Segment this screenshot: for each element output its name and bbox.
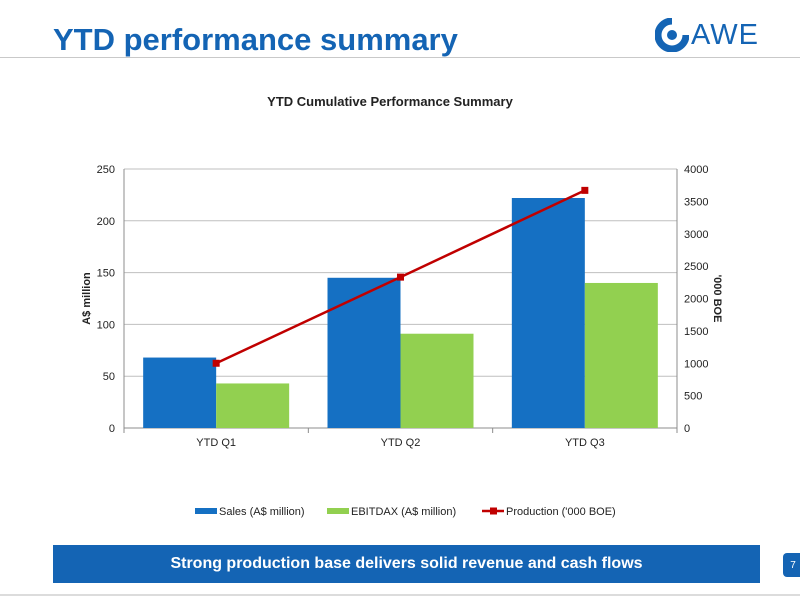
y-tick-label: 150 bbox=[97, 268, 115, 280]
y-right-tick-label: 1500 bbox=[684, 326, 708, 338]
awe-logo-icon bbox=[655, 18, 689, 52]
y-right-tick-label: 3000 bbox=[684, 229, 708, 241]
x-tick-label: YTD Q1 bbox=[196, 437, 236, 449]
bar-ebitdax bbox=[584, 282, 658, 428]
y-right-tick-label: 500 bbox=[684, 391, 702, 403]
awe-logo: AWE bbox=[655, 18, 765, 54]
y-right-tick-label: 2000 bbox=[684, 294, 708, 306]
production-point bbox=[212, 359, 220, 367]
y-right-tick-label: 1000 bbox=[684, 358, 708, 370]
x-tick-label: YTD Q2 bbox=[381, 437, 421, 449]
y-tick-label: 100 bbox=[97, 319, 115, 331]
slide-title: YTD performance summary bbox=[53, 22, 458, 57]
summary-banner: Strong production base delivers solid re… bbox=[53, 545, 760, 583]
bar-sales bbox=[143, 357, 217, 428]
bar-ebitdax bbox=[400, 333, 474, 428]
y-right-tick-label: 4000 bbox=[684, 164, 708, 176]
logo-text: AWE bbox=[691, 19, 759, 51]
bar-sales bbox=[327, 277, 401, 428]
y-tick-label: 250 bbox=[97, 164, 115, 176]
legend-label: Sales (A$ million) bbox=[219, 506, 305, 518]
y-tick-label: 200 bbox=[97, 216, 115, 228]
legend-label: EBITDAX (A$ million) bbox=[351, 506, 456, 518]
production-point bbox=[581, 186, 589, 194]
bar-ebitdax bbox=[216, 383, 290, 428]
legend-swatch-marker bbox=[490, 507, 497, 515]
y-axis-right-title: '000 BOE bbox=[711, 275, 723, 323]
chart-title: YTD Cumulative Performance Summary bbox=[267, 94, 513, 109]
banner-text: Strong production base delivers solid re… bbox=[170, 555, 643, 572]
x-tick-label: YTD Q3 bbox=[565, 437, 605, 449]
page-number: 7 bbox=[783, 553, 800, 577]
legend-swatch bbox=[195, 508, 217, 514]
y-right-tick-label: 3500 bbox=[684, 196, 708, 208]
bar-sales bbox=[511, 198, 585, 428]
header-divider bbox=[0, 57, 800, 58]
y-tick-label: 50 bbox=[103, 371, 115, 383]
chart: 0501001502002500500100015002000250030003… bbox=[81, 164, 723, 518]
y-right-tick-label: 0 bbox=[684, 423, 690, 435]
legend-swatch bbox=[327, 508, 349, 514]
y-axis-title: A$ million bbox=[81, 272, 93, 325]
footer-divider bbox=[0, 594, 800, 596]
production-point bbox=[397, 273, 404, 281]
legend-label: Production ('000 BOE) bbox=[506, 506, 616, 518]
y-right-tick-label: 2500 bbox=[684, 261, 708, 273]
y-tick-label: 0 bbox=[109, 423, 115, 435]
